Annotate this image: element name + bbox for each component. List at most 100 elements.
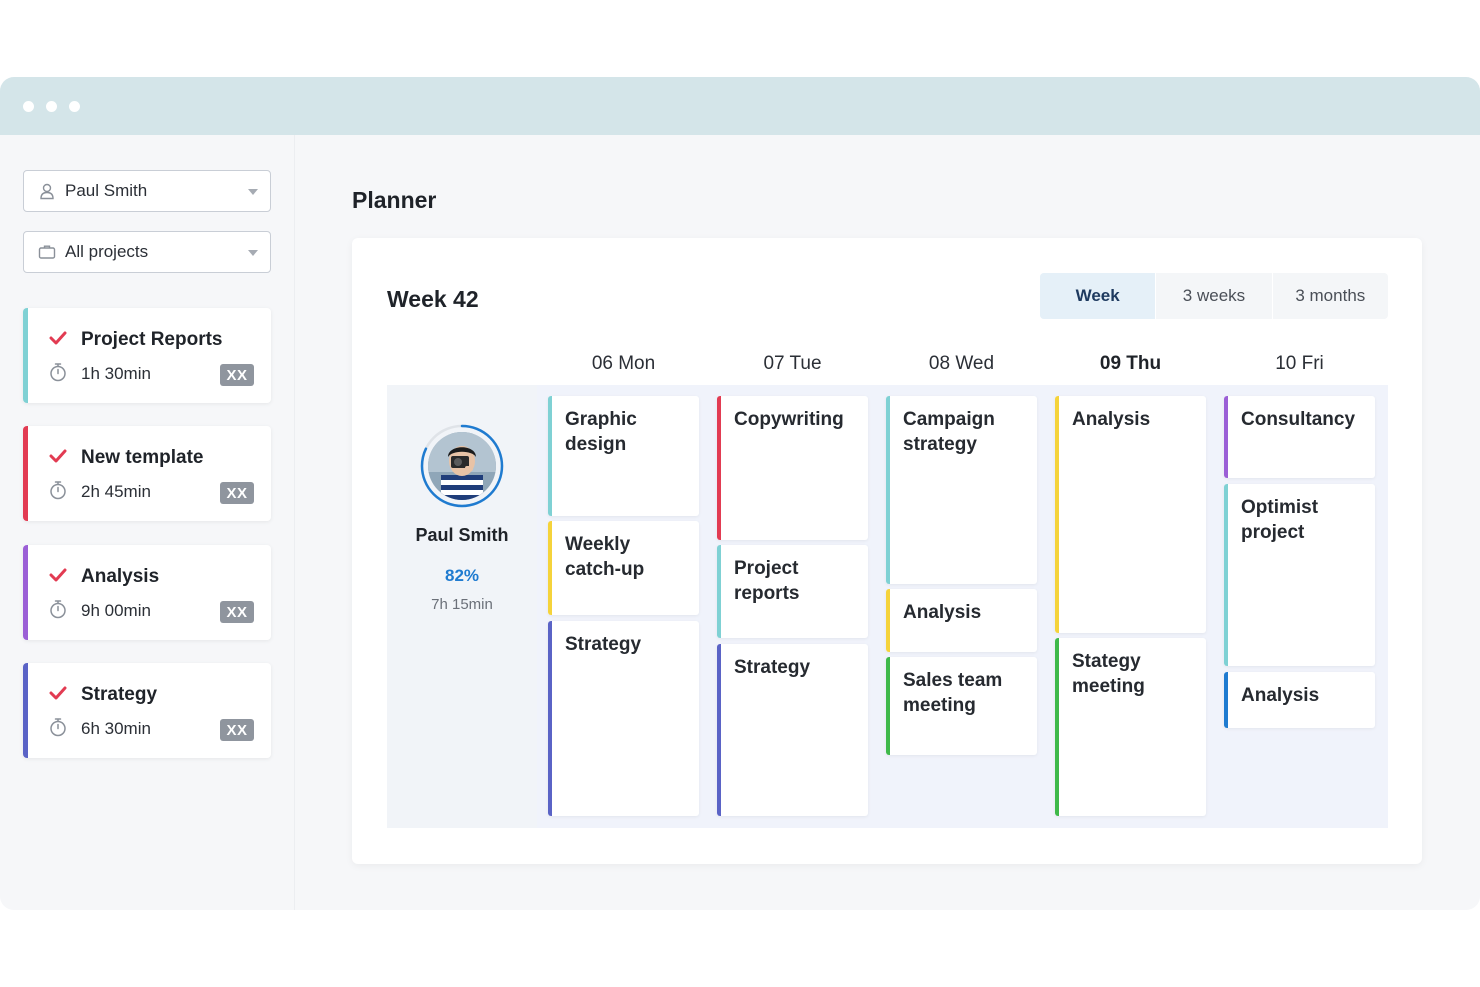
window-dot-icon[interactable] <box>23 101 34 112</box>
stopwatch-icon <box>49 362 67 382</box>
event-label: Analysis <box>1072 409 1151 430</box>
user-select-value: Paul Smith <box>65 181 148 200</box>
event-color-stripe <box>717 396 721 540</box>
person-name: Paul Smith <box>415 525 509 545</box>
event-card[interactable]: Weekly catch-up <box>548 521 699 615</box>
checkmark-icon[interactable] <box>49 330 67 346</box>
person-icon <box>38 182 56 200</box>
event-label: Consultancy <box>1241 409 1356 430</box>
event-label: Optimist project <box>1241 497 1319 543</box>
event-color-stripe <box>548 396 552 516</box>
event-label: Weekly catch-up <box>565 534 645 580</box>
event-label: Campaign strategy <box>903 409 995 455</box>
day-header[interactable]: 07 Tue <box>763 353 822 374</box>
task-duration: 2h 45min <box>81 482 151 501</box>
sidebar: Paul Smith All projects Project Reports 1… <box>0 135 295 910</box>
window-dot-icon[interactable] <box>69 101 80 112</box>
person-column: Paul Smith 82% 7h 15min <box>387 385 537 828</box>
event-card[interactable]: Project reports <box>717 545 868 638</box>
day-columns: Graphic design Weekly catch-up Strategy Cop… <box>537 385 1388 828</box>
day-header[interactable]: 10 Fri <box>1275 353 1324 374</box>
event-color-stripe <box>886 589 890 652</box>
task-card[interactable]: Analysis 9h 00min XX <box>23 545 271 640</box>
event-card[interactable]: Stategy meeting <box>1055 638 1206 816</box>
event-card[interactable]: Sales team meeting <box>886 657 1037 755</box>
avatar[interactable] <box>419 423 505 509</box>
event-card[interactable]: Strategy <box>548 621 699 816</box>
task-duration: 6h 30min <box>81 719 151 738</box>
event-label: Graphic design <box>565 409 637 455</box>
week-title: Week 42 <box>387 286 479 312</box>
scheduled-hours: 7h 15min <box>431 596 493 613</box>
task-badge: XX <box>220 364 254 386</box>
event-color-stripe <box>1224 672 1228 728</box>
event-card[interactable]: Analysis <box>1224 672 1375 728</box>
task-name: Project Reports <box>81 329 223 350</box>
task-name: Analysis <box>81 566 160 587</box>
event-card[interactable]: Analysis <box>1055 396 1206 633</box>
event-color-stripe <box>717 644 721 816</box>
task-duration: 9h 00min <box>81 601 151 620</box>
day-header[interactable]: 08 Wed <box>928 353 995 374</box>
event-color-stripe <box>1055 396 1059 633</box>
task-color-bar <box>23 545 28 640</box>
main-content: Planner Week 42 Week 3 weeks 3 months 06 M… <box>296 135 1480 910</box>
event-color-stripe <box>1224 396 1228 478</box>
event-label: Strategy <box>734 657 811 678</box>
task-duration: 1h 30min <box>81 364 151 383</box>
event-label: Copywriting <box>734 409 844 430</box>
event-card[interactable]: Consultancy <box>1224 396 1375 478</box>
task-card[interactable]: Project Reports 1h 30min XX <box>23 308 271 403</box>
task-color-bar <box>23 308 28 403</box>
event-card[interactable]: Copywriting <box>717 396 868 540</box>
task-badge: XX <box>220 719 254 741</box>
chevron-down-icon <box>248 189 258 195</box>
task-badge: XX <box>220 601 254 623</box>
title-bar <box>0 77 1480 135</box>
user-select[interactable]: Paul Smith <box>23 170 271 212</box>
task-card[interactable]: Strategy 6h 30min XX <box>23 663 271 758</box>
day-header[interactable]: 06 Mon <box>591 353 656 374</box>
event-label: Analysis <box>1241 685 1320 706</box>
task-name: New template <box>81 447 204 468</box>
event-color-stripe <box>886 396 890 584</box>
event-card[interactable]: Campaign strategy <box>886 396 1037 584</box>
task-badge: XX <box>220 482 254 504</box>
checkmark-icon[interactable] <box>49 448 67 464</box>
project-select[interactable]: All projects <box>23 231 271 273</box>
event-card[interactable]: Strategy <box>717 644 868 816</box>
task-card[interactable]: New template 2h 45min XX <box>23 426 271 521</box>
view-option-3-months[interactable]: 3 months <box>1295 286 1366 305</box>
stopwatch-icon <box>49 599 67 619</box>
view-option-3-weeks[interactable]: 3 weeks <box>1156 273 1273 319</box>
view-toggle: Week 3 weeks 3 months <box>1040 273 1388 319</box>
event-label: Sales team meeting <box>903 670 1003 716</box>
checkmark-icon[interactable] <box>49 567 67 583</box>
planner-grid: Paul Smith 82% 7h 15min Graphic design We… <box>387 385 1388 828</box>
briefcase-icon <box>38 243 56 261</box>
task-color-bar <box>23 663 28 758</box>
stopwatch-icon <box>49 717 67 737</box>
chevron-down-icon <box>248 250 258 256</box>
event-label: Analysis <box>903 602 982 623</box>
task-color-bar <box>23 426 28 521</box>
event-card[interactable]: Analysis <box>886 589 1037 652</box>
event-color-stripe <box>548 521 552 615</box>
window-dot-icon[interactable] <box>46 101 57 112</box>
event-label: Project reports <box>734 558 800 604</box>
event-color-stripe <box>886 657 890 755</box>
event-color-stripe <box>717 545 721 638</box>
stopwatch-icon <box>49 480 67 500</box>
event-card[interactable]: Optimist project <box>1224 484 1375 666</box>
planner-card: Week 42 Week 3 weeks 3 months 06 Mon 07 Tue… <box>352 238 1422 864</box>
checkmark-icon[interactable] <box>49 685 67 701</box>
utilization-percent: 82% <box>444 566 480 585</box>
event-card[interactable]: Graphic design <box>548 396 699 516</box>
view-option-week[interactable]: Week <box>1040 273 1157 319</box>
app-window: Paul Smith All projects Project Reports 1… <box>0 77 1480 910</box>
avatar-portrait-icon <box>420 424 504 508</box>
day-header[interactable]: 09 Thu <box>1099 353 1162 374</box>
task-name: Strategy <box>81 684 158 705</box>
event-color-stripe <box>548 621 552 816</box>
event-label: Stategy meeting <box>1072 651 1145 697</box>
